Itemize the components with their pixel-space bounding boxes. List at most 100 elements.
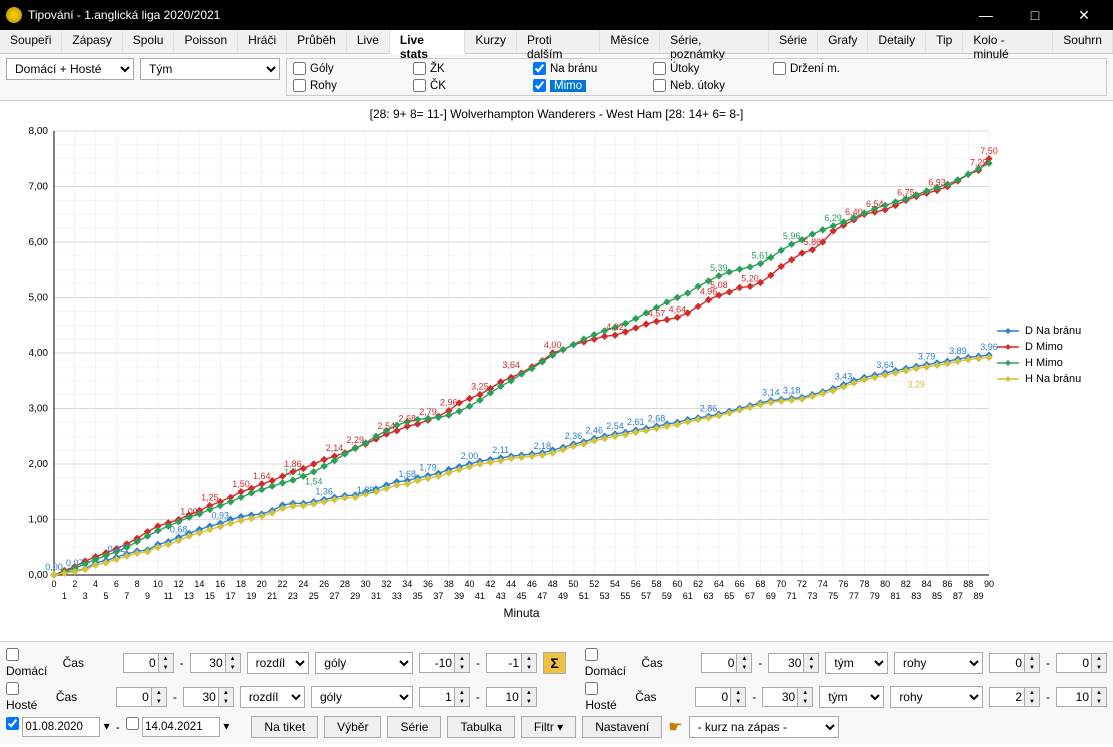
- tab-zpasy[interactable]: Zápasy: [62, 30, 122, 53]
- chk-k[interactable]: ČK: [413, 78, 533, 93]
- spinner[interactable]: ▲▼: [419, 687, 470, 707]
- svg-text:6,75: 6,75: [897, 187, 915, 197]
- svg-text:5,96: 5,96: [783, 231, 801, 241]
- select-tým[interactable]: tým: [819, 686, 884, 708]
- maximize-button[interactable]: □: [1012, 0, 1058, 30]
- chk-drenm[interactable]: Držení m.: [773, 61, 893, 76]
- tab-kolominul[interactable]: Kolo - minulé: [963, 30, 1053, 53]
- tab-kurzy[interactable]: Kurzy: [465, 30, 517, 53]
- btn-vbr[interactable]: Výběr: [324, 716, 381, 738]
- spinner[interactable]: ▲▼: [1056, 653, 1107, 673]
- tab-hri[interactable]: Hráči: [238, 30, 287, 53]
- spinner[interactable]: ▲▼: [419, 653, 470, 673]
- svg-text:60: 60: [672, 579, 682, 589]
- chk-Hosté[interactable]: Hosté: [6, 682, 50, 712]
- chk-nebtoky[interactable]: Neb. útoky: [653, 78, 773, 93]
- spinner[interactable]: ▲▼: [701, 653, 752, 673]
- svg-text:5,86: 5,86: [804, 237, 822, 247]
- chk-k[interactable]: ŽK: [413, 61, 533, 76]
- tab-grafy[interactable]: Grafy: [818, 30, 868, 53]
- btn-filtr[interactable]: Filtr ▾: [521, 716, 576, 738]
- svg-text:3,43: 3,43: [835, 372, 853, 382]
- tab-souhrn[interactable]: Souhrn: [1053, 30, 1113, 53]
- tab-poisson[interactable]: Poisson: [174, 30, 238, 53]
- chk-toky[interactable]: Útoky: [653, 61, 773, 76]
- tab-detaily[interactable]: Detaily: [868, 30, 926, 53]
- svg-text:1,79: 1,79: [419, 463, 437, 473]
- spinner[interactable]: ▲▼: [183, 687, 234, 707]
- spinner[interactable]: ▲▼: [486, 653, 537, 673]
- chk-Hosté[interactable]: Hosté: [585, 682, 629, 712]
- filter-row-1: DomácíČas▲▼-▲▼rozdílgóly▲▼-▲▼Σ DomácíČas…: [6, 646, 1107, 680]
- svg-text:12: 12: [174, 579, 184, 589]
- svg-text:7,29: 7,29: [970, 157, 988, 167]
- btn-nastaven[interactable]: Nastavení: [582, 716, 662, 738]
- tab-srie[interactable]: Série: [769, 30, 818, 53]
- tab-soupei[interactable]: Soupeři: [0, 30, 62, 53]
- close-button[interactable]: ✕: [1061, 0, 1107, 30]
- spinner[interactable]: ▲▼: [768, 653, 819, 673]
- select-rohy[interactable]: rohy: [890, 686, 983, 708]
- svg-text:29: 29: [350, 591, 360, 601]
- tab-prbh[interactable]: Průběh: [287, 30, 347, 53]
- minimize-button[interactable]: ―: [963, 0, 1009, 30]
- tab-protidalm[interactable]: Proti dalším: [517, 30, 600, 53]
- spinner[interactable]: ▲▼: [123, 653, 174, 673]
- btn-tabulka[interactable]: Tabulka: [447, 716, 514, 738]
- select-rozdíl[interactable]: rozdíl: [247, 652, 310, 674]
- select-rohy[interactable]: rohy: [894, 652, 983, 674]
- sigma-button[interactable]: Σ: [543, 652, 566, 674]
- select-góly[interactable]: góly: [311, 686, 413, 708]
- svg-text:2,11: 2,11: [492, 445, 509, 455]
- svg-text:22: 22: [278, 579, 288, 589]
- svg-text:0,68: 0,68: [170, 524, 188, 534]
- svg-text:53: 53: [600, 591, 610, 601]
- spinner[interactable]: ▲▼: [989, 687, 1040, 707]
- chk-14.04.2021[interactable]: ▾: [126, 717, 230, 737]
- tab-tip[interactable]: Tip: [926, 30, 963, 53]
- svg-text:68: 68: [755, 579, 765, 589]
- svg-text:1,71: 1,71: [284, 467, 302, 477]
- date-from[interactable]: [22, 717, 100, 737]
- team-select[interactable]: Tým: [140, 58, 280, 80]
- chk-Domácí[interactable]: Domácí: [585, 648, 636, 678]
- svg-text:7: 7: [124, 591, 129, 601]
- svg-text:38: 38: [444, 579, 454, 589]
- svg-text:36: 36: [423, 579, 433, 589]
- date-to[interactable]: [142, 717, 220, 737]
- spinner[interactable]: ▲▼: [762, 687, 813, 707]
- tab-spolu[interactable]: Spolu: [123, 30, 175, 53]
- tab-sriepoznmky[interactable]: Série, poznámky: [660, 30, 769, 53]
- select-tým[interactable]: tým: [825, 652, 888, 674]
- spinner[interactable]: ▲▼: [989, 653, 1040, 673]
- spinner[interactable]: ▲▼: [116, 687, 167, 707]
- chart-area: [28: 9+ 8= 11-] Wolverhampton Wanderers …: [0, 101, 1113, 641]
- spinner[interactable]: ▲▼: [190, 653, 241, 673]
- svg-text:72: 72: [797, 579, 807, 589]
- svg-text:80: 80: [880, 579, 890, 589]
- tab-live[interactable]: Live: [347, 30, 390, 53]
- svg-text:46: 46: [527, 579, 537, 589]
- svg-text:13: 13: [184, 591, 194, 601]
- chk-mimo[interactable]: Mimo: [533, 78, 653, 93]
- chk-nabrnu[interactable]: Na bránu: [533, 61, 653, 76]
- chk-01.08.2020[interactable]: ▾: [6, 717, 110, 737]
- svg-text:4,00: 4,00: [29, 348, 49, 359]
- svg-text:45: 45: [516, 591, 526, 601]
- chk-Domácí[interactable]: Domácí: [6, 648, 57, 678]
- svg-text:D Mimo: D Mimo: [1025, 341, 1063, 353]
- svg-text:1,64: 1,64: [253, 471, 271, 481]
- select-- kurz na zápas -[interactable]: - kurz na zápas -: [689, 716, 839, 738]
- select-rozdíl[interactable]: rozdíl: [240, 686, 305, 708]
- btn-natiket[interactable]: Na tiket: [251, 716, 318, 738]
- tab-msce[interactable]: Měsíce: [600, 30, 660, 53]
- chk-rohy[interactable]: Rohy: [293, 78, 413, 93]
- spinner[interactable]: ▲▼: [486, 687, 537, 707]
- scope-select[interactable]: Domácí + Hosté: [6, 58, 134, 80]
- spinner[interactable]: ▲▼: [695, 687, 746, 707]
- tab-livestats[interactable]: Live stats: [390, 30, 465, 54]
- chk-gly[interactable]: Góly: [293, 61, 413, 76]
- btn-srie[interactable]: Série: [387, 716, 441, 738]
- select-góly[interactable]: góly: [315, 652, 413, 674]
- spinner[interactable]: ▲▼: [1056, 687, 1107, 707]
